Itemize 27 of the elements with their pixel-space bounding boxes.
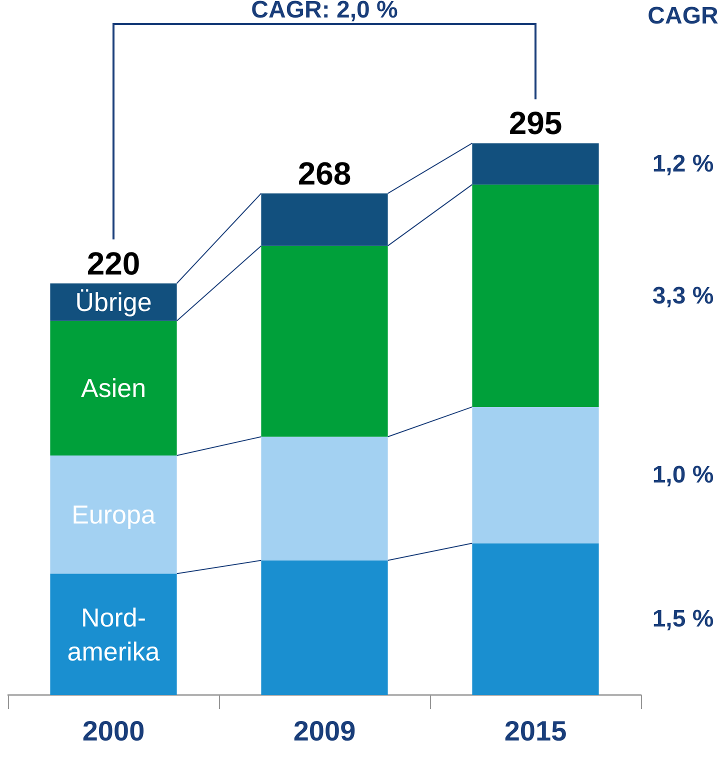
bar bbox=[472, 184, 599, 407]
series-label: Asien bbox=[80, 373, 146, 404]
bar bbox=[50, 320, 177, 456]
bar bbox=[261, 436, 388, 560]
bar bbox=[261, 246, 388, 437]
annotation: 268 bbox=[298, 155, 352, 192]
series-label: Übrige bbox=[75, 287, 152, 318]
text: 1,0 % bbox=[652, 462, 714, 489]
bar bbox=[50, 574, 177, 695]
series-label: Europa bbox=[72, 500, 156, 530]
series-label: Nord-amerika bbox=[67, 602, 160, 666]
x-tick-label: 2009 bbox=[293, 716, 356, 746]
text: CAGR: 2,0 % bbox=[251, 0, 398, 24]
bar bbox=[50, 456, 177, 574]
text: CAGR bbox=[648, 2, 718, 30]
bar bbox=[472, 143, 599, 185]
text: 1,2 % bbox=[652, 150, 714, 178]
text: 3,3 % bbox=[652, 282, 714, 310]
bar bbox=[472, 543, 599, 695]
bar bbox=[472, 406, 599, 544]
bar bbox=[261, 560, 388, 695]
annotation: 295 bbox=[508, 105, 562, 142]
x-tick-label: 2015 bbox=[504, 716, 567, 746]
text: 1,5 % bbox=[652, 606, 714, 633]
bar bbox=[261, 193, 388, 246]
annotation: 220 bbox=[86, 245, 140, 282]
x-tick-label: 2000 bbox=[82, 716, 145, 746]
